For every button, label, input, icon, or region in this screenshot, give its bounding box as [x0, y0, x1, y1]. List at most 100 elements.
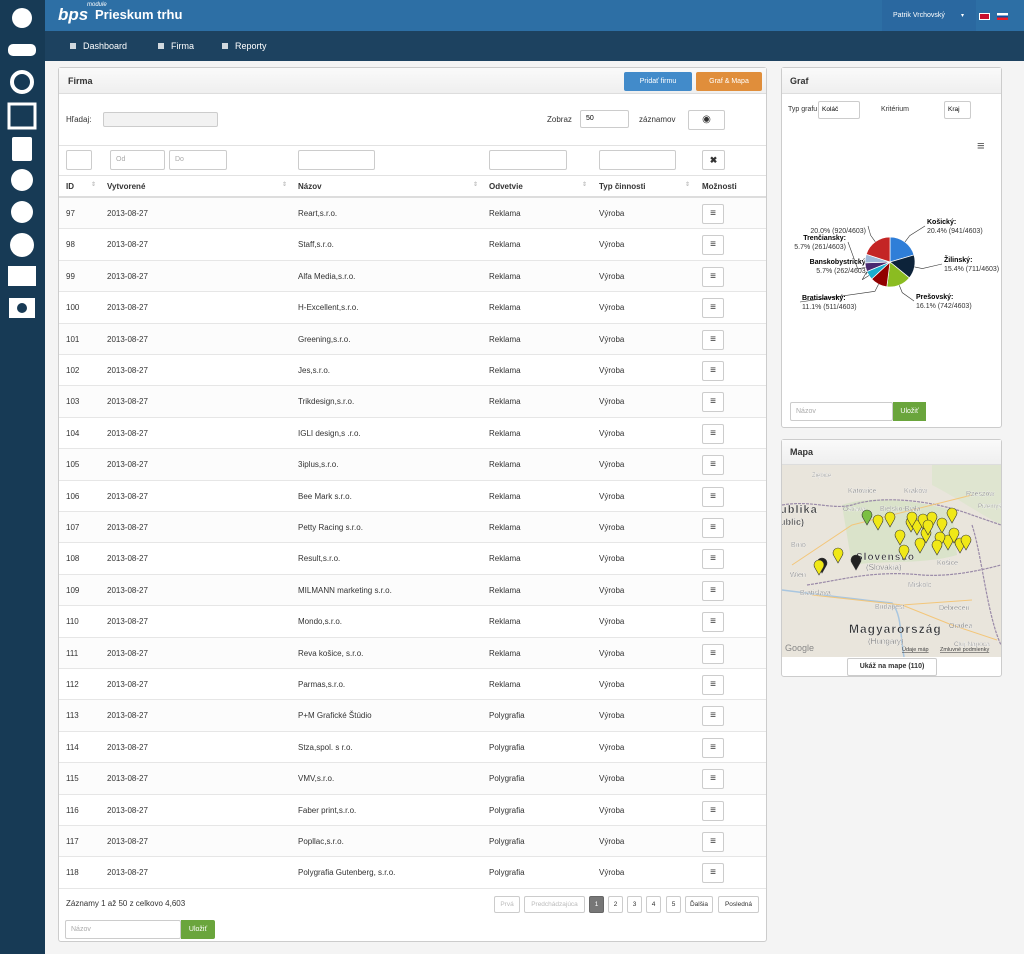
options-button[interactable]: ≡ — [702, 549, 724, 570]
icon-users[interactable] — [12, 8, 32, 28]
options-button[interactable]: ≡ — [702, 800, 724, 821]
user-menu[interactable] — [882, 0, 976, 31]
map-label: Košice — [937, 560, 958, 567]
map-marker — [948, 527, 960, 544]
icon-gears[interactable] — [10, 70, 34, 94]
options-button[interactable]: ≡ — [702, 298, 724, 319]
icon-calculator[interactable] — [12, 137, 32, 161]
save-button[interactable]: Uložiť — [181, 920, 215, 939]
table-cell: Reklama — [489, 428, 521, 438]
column-header[interactable]: Typ činnosti — [599, 182, 646, 191]
table-cell: Výroba — [599, 742, 625, 752]
page-button[interactable]: 1 — [589, 896, 604, 913]
date-filter[interactable]: Od — [110, 150, 165, 170]
map-marker — [832, 547, 844, 564]
chart-type-select[interactable]: Koláč — [818, 101, 860, 119]
caret: ▾ — [961, 13, 965, 19]
options-button[interactable]: ≡ — [702, 612, 724, 633]
options-button[interactable]: ≡ — [702, 392, 724, 413]
flag-sk[interactable] — [997, 13, 1008, 20]
filter-type[interactable] — [599, 150, 676, 170]
table-cell: 105 — [66, 460, 80, 470]
filter-sector[interactable] — [489, 150, 567, 170]
criterion-select[interactable]: Kraj — [944, 101, 971, 119]
column-header[interactable]: Odvetvie — [489, 182, 523, 191]
page-button[interactable]: 4 — [646, 896, 661, 913]
options-button[interactable]: ≡ — [702, 863, 724, 884]
page-button[interactable]: Posledná — [718, 896, 759, 913]
flag-en[interactable] — [979, 13, 990, 20]
table-cell: 114 — [66, 742, 79, 752]
date-filter[interactable]: Do — [169, 150, 227, 170]
icon-handshake[interactable] — [8, 44, 36, 56]
search-input[interactable] — [103, 112, 218, 127]
column-header[interactable]: Názov — [298, 182, 322, 191]
options-button[interactable]: ≡ — [702, 706, 724, 727]
options-button[interactable]: ≡ — [702, 204, 724, 224]
column-header[interactable]: Vytvorené — [107, 182, 146, 191]
options-button[interactable]: ≡ — [702, 832, 724, 852]
table-cell: Greening,s.r.o. — [298, 334, 351, 344]
options-button[interactable]: ≡ — [702, 486, 724, 507]
options-button[interactable]: ≡ — [702, 361, 724, 381]
options-button[interactable]: ≡ — [702, 455, 724, 476]
border — [782, 499, 1001, 646]
table-cell: Reklama — [489, 460, 521, 470]
chart-menu[interactable]: ≡ — [977, 138, 985, 153]
icon-pie[interactable] — [10, 233, 34, 257]
options-button[interactable]: ≡ — [702, 329, 724, 350]
graf-mapa-button[interactable]: Graf & Mapa — [696, 72, 762, 91]
save-input[interactable]: Názov — [790, 402, 893, 421]
table-cell: 2013-08-27 — [107, 742, 148, 752]
nav-item[interactable]: Reporty — [235, 41, 267, 51]
eye-button[interactable]: ◉ — [688, 110, 725, 130]
show-suffix: záznamov — [639, 115, 676, 124]
table-cell: Výroba — [599, 711, 625, 721]
options-button[interactable]: ≡ — [702, 737, 724, 758]
table-cell: Faber print,s.r.o. — [298, 805, 357, 815]
filter-id[interactable] — [66, 150, 92, 170]
table-cell: 2013-08-27 — [107, 240, 148, 250]
icon-euro[interactable] — [11, 201, 33, 223]
table-cell: Výroba — [599, 460, 625, 470]
options-button[interactable]: ≡ — [702, 423, 724, 444]
nav-item[interactable]: Dashboard — [83, 41, 128, 51]
map-label: ublika — [782, 504, 818, 516]
panel-title: Mapa — [790, 447, 814, 457]
save-button[interactable]: Uložiť — [893, 402, 926, 421]
options-button[interactable]: ≡ — [702, 580, 724, 601]
options-button[interactable]: ≡ — [702, 266, 724, 287]
options-button[interactable]: ≡ — [702, 769, 724, 790]
icon-folder[interactable] — [8, 266, 36, 286]
map-marker — [934, 531, 946, 548]
nav-item[interactable]: Firma — [171, 41, 194, 51]
map-label: Kraków — [904, 488, 928, 495]
page-button[interactable]: 5 — [666, 896, 681, 913]
save-input[interactable]: Názov — [65, 920, 181, 939]
icon-support[interactable] — [11, 169, 33, 191]
table-cell: Výroba — [599, 271, 625, 281]
table-info: Záznamy 1 až 50 z celkovo 4,603 — [66, 899, 186, 908]
options-button[interactable]: ≡ — [702, 675, 724, 695]
add-button[interactable]: Pridať firmu — [624, 72, 692, 91]
page-button[interactable]: Predchádzajúca — [524, 896, 585, 913]
map[interactable]: Ziębice Katowice Kraków Rzeszów Ostrava Biels… — [782, 465, 1001, 657]
page-button[interactable]: 3 — [627, 896, 642, 913]
filter-name[interactable] — [298, 150, 375, 170]
page-button[interactable]: 2 — [608, 896, 623, 913]
column-header[interactable]: ID — [66, 182, 74, 191]
show-map-button[interactable]: Ukáž na mape (110) — [847, 658, 937, 676]
page-button[interactable]: Ďalšia — [685, 896, 713, 913]
options-button[interactable]: ≡ — [702, 518, 724, 538]
clear-button[interactable]: ✖ — [702, 150, 725, 170]
page-button[interactable]: Prvá — [494, 896, 520, 913]
table-cell: 107 — [66, 523, 80, 532]
connector — [904, 225, 926, 243]
icon-stats[interactable] — [7, 102, 37, 130]
show-select[interactable]: 50 — [580, 110, 629, 128]
options-button[interactable]: ≡ — [702, 235, 724, 256]
options-button[interactable]: ≡ — [702, 643, 724, 664]
map-label: Bratislava — [800, 590, 831, 597]
user-name[interactable]: Patrik Vrchovský — [893, 12, 945, 19]
